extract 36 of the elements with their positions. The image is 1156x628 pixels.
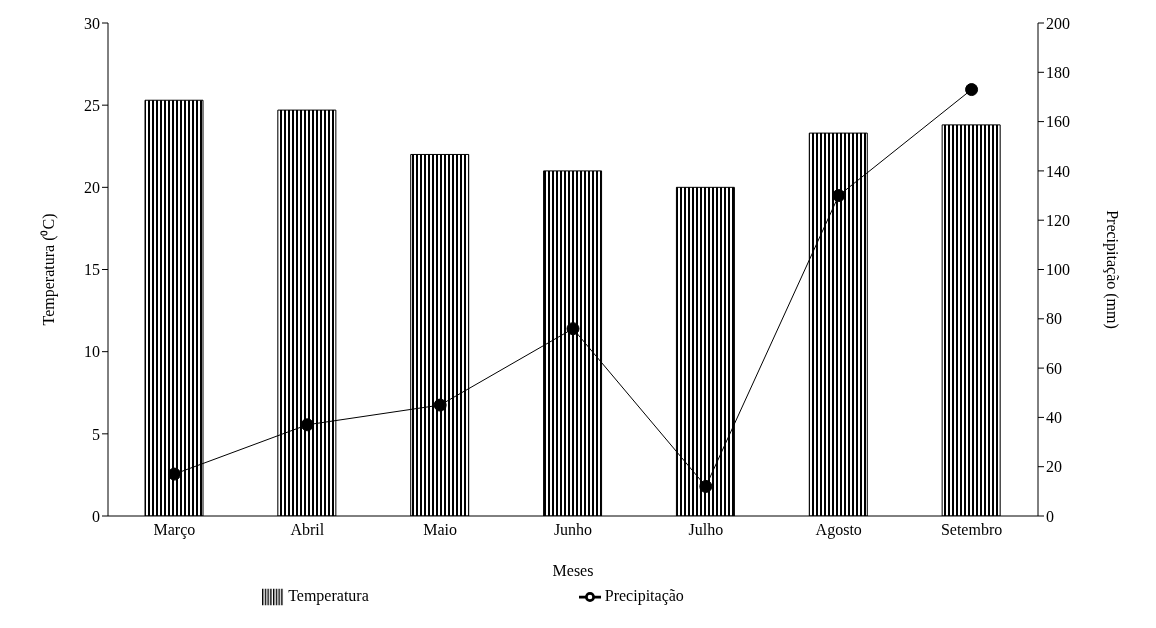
x-tick-label: Setembro [940, 521, 1003, 539]
point [300, 418, 314, 432]
y-tick-label: 10 [84, 343, 100, 361]
y2-tick-label: 180 [1046, 63, 1070, 81]
point [566, 322, 580, 336]
x-tick-label: Março [153, 521, 196, 540]
y2-tick-label: 100 [1046, 261, 1070, 279]
y2-axis-title: Precipitação (mm) [1103, 210, 1122, 329]
y2-tick-label: 160 [1046, 113, 1070, 131]
y2-tick-label: 0 [1046, 507, 1054, 525]
y-tick-label: 25 [84, 96, 100, 114]
y-tick-label: 30 [84, 14, 100, 32]
point [433, 398, 447, 412]
x-tick-label: Julho [688, 521, 724, 539]
x-tick-label: Junho [553, 521, 593, 539]
y2-tick-label: 80 [1046, 310, 1062, 328]
y2-tick-label: 60 [1046, 359, 1062, 377]
x-tick-label: Agosto [815, 521, 862, 540]
legend-label: Temperatura [288, 586, 369, 604]
y-axis-title: Temperatura (⁰C) [39, 213, 58, 326]
y2-tick-label: 40 [1046, 409, 1062, 427]
point [832, 189, 846, 203]
y2-tick-label: 140 [1046, 162, 1070, 180]
x-tick-label: Maio [423, 521, 458, 539]
x-tick-label: Abril [290, 521, 325, 539]
point [965, 83, 979, 97]
y-tick-label: 5 [92, 425, 100, 443]
legend-label: Precipitação [604, 586, 684, 604]
y-tick-label: 20 [84, 179, 100, 197]
y2-tick-label: 20 [1046, 458, 1062, 476]
x-axis-title: Meses [552, 562, 594, 579]
y-tick-label: 15 [84, 261, 100, 279]
y2-tick-label: 120 [1046, 211, 1070, 229]
y-tick-label: 0 [92, 507, 100, 525]
point [699, 479, 713, 493]
y2-tick-label: 200 [1046, 14, 1070, 32]
